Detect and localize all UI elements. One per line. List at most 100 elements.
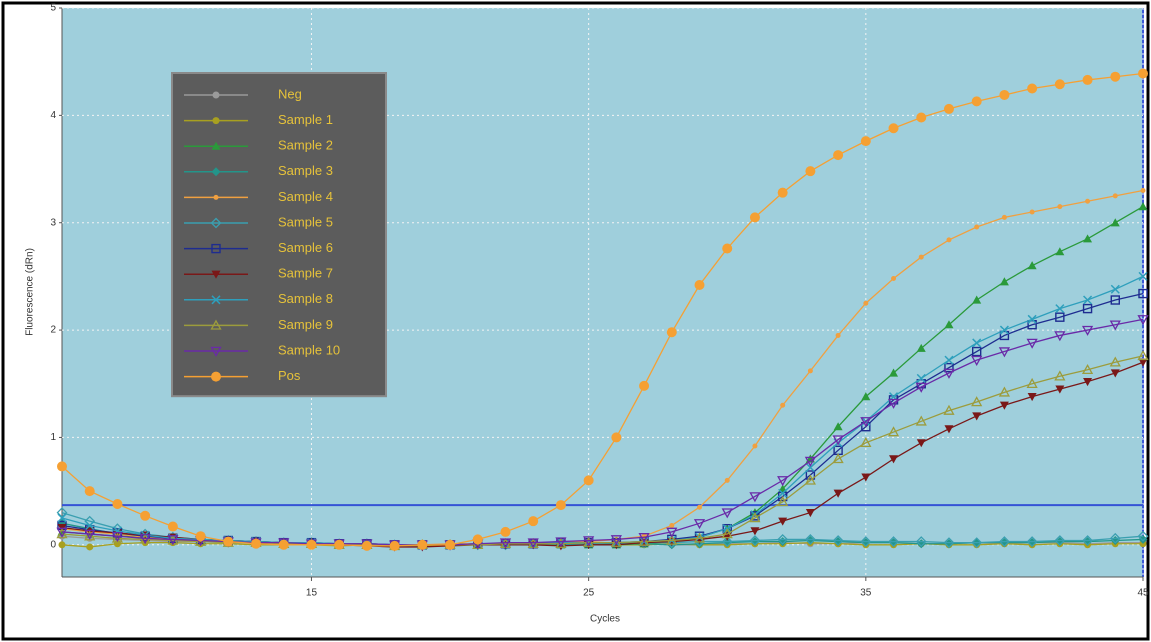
marker <box>944 355 954 365</box>
legend: Neg Sample 1 Sample 2 Sample 3 Sample 4 Sampl… <box>171 72 387 398</box>
marker <box>999 401 1009 410</box>
marker <box>1138 358 1148 367</box>
marker <box>998 386 1011 397</box>
marker <box>915 415 927 426</box>
x-tick-label: 25 <box>583 588 595 599</box>
marker <box>749 535 761 546</box>
marker <box>56 527 68 538</box>
marker <box>555 537 567 548</box>
marker <box>833 150 844 161</box>
marker <box>638 533 650 544</box>
legend-marker <box>213 194 219 200</box>
marker <box>861 538 871 548</box>
marker <box>1138 68 1148 79</box>
legend-marker <box>211 371 221 382</box>
marker <box>944 362 954 373</box>
marker <box>861 392 871 401</box>
marker <box>1001 214 1007 220</box>
legend-label: Sample 3 <box>278 163 333 178</box>
marker <box>167 521 178 532</box>
marker <box>1027 261 1037 270</box>
marker <box>832 453 844 464</box>
marker <box>943 368 955 379</box>
legend-marker <box>212 117 220 125</box>
marker <box>972 295 982 304</box>
marker <box>1137 350 1149 361</box>
marker <box>971 537 983 549</box>
marker <box>807 368 813 374</box>
legend-label: Sample 2 <box>278 138 333 153</box>
marker <box>445 539 456 550</box>
marker <box>777 496 789 507</box>
marker <box>1055 537 1065 547</box>
marker <box>1112 193 1118 199</box>
marker <box>1055 247 1065 256</box>
marker <box>1083 234 1093 243</box>
marker <box>943 103 954 114</box>
marker <box>195 531 206 542</box>
marker <box>84 529 96 540</box>
marker <box>750 537 760 547</box>
marker <box>583 475 594 486</box>
marker <box>1081 363 1094 375</box>
legend-label: Sample 6 <box>278 240 333 255</box>
marker <box>472 534 483 545</box>
x-tick-label: 15 <box>306 588 318 599</box>
marker <box>915 382 927 393</box>
marker <box>887 398 900 409</box>
legend-marker <box>211 243 221 254</box>
legend-label: Sample 8 <box>278 291 333 306</box>
legend-marker <box>211 141 221 150</box>
marker <box>999 330 1010 341</box>
marker <box>1026 338 1038 349</box>
legend-marker <box>211 270 221 279</box>
marker <box>1055 385 1065 394</box>
series-line <box>61 72 1144 547</box>
marker <box>1027 538 1037 548</box>
legend-marker <box>212 91 220 99</box>
legend-label: Pos <box>278 368 301 383</box>
marker <box>805 470 816 480</box>
marker <box>57 461 67 472</box>
marker <box>86 543 94 551</box>
marker <box>1137 530 1149 542</box>
marker <box>223 536 234 547</box>
marker <box>1138 202 1148 211</box>
marker <box>361 540 372 551</box>
marker <box>500 526 511 537</box>
marker <box>971 346 982 357</box>
marker <box>669 522 675 528</box>
marker <box>944 539 954 549</box>
legend-label: Sample 4 <box>278 189 333 204</box>
marker <box>972 412 982 421</box>
marker <box>389 540 400 551</box>
marker <box>694 279 705 290</box>
marker <box>721 508 733 519</box>
marker <box>1138 534 1148 544</box>
marker <box>1082 74 1093 85</box>
marker <box>112 498 123 509</box>
legend-label: Sample 9 <box>278 317 333 332</box>
marker <box>974 224 980 230</box>
marker <box>306 539 317 550</box>
marker <box>1081 325 1094 336</box>
marker <box>583 536 595 547</box>
marker <box>724 477 730 483</box>
marker <box>805 166 816 177</box>
marker <box>805 535 815 545</box>
marker <box>334 539 345 550</box>
marker <box>916 343 926 352</box>
marker <box>638 535 650 546</box>
legend-label: Sample 1 <box>278 112 333 127</box>
marker <box>58 541 66 549</box>
marker <box>835 332 841 338</box>
x-axis-label: Cycles <box>590 614 620 625</box>
marker <box>972 338 982 348</box>
marker <box>860 136 871 147</box>
marker <box>528 516 539 527</box>
marker <box>1140 188 1146 194</box>
legend-marker <box>210 217 222 229</box>
marker <box>749 212 760 223</box>
marker <box>887 426 900 437</box>
